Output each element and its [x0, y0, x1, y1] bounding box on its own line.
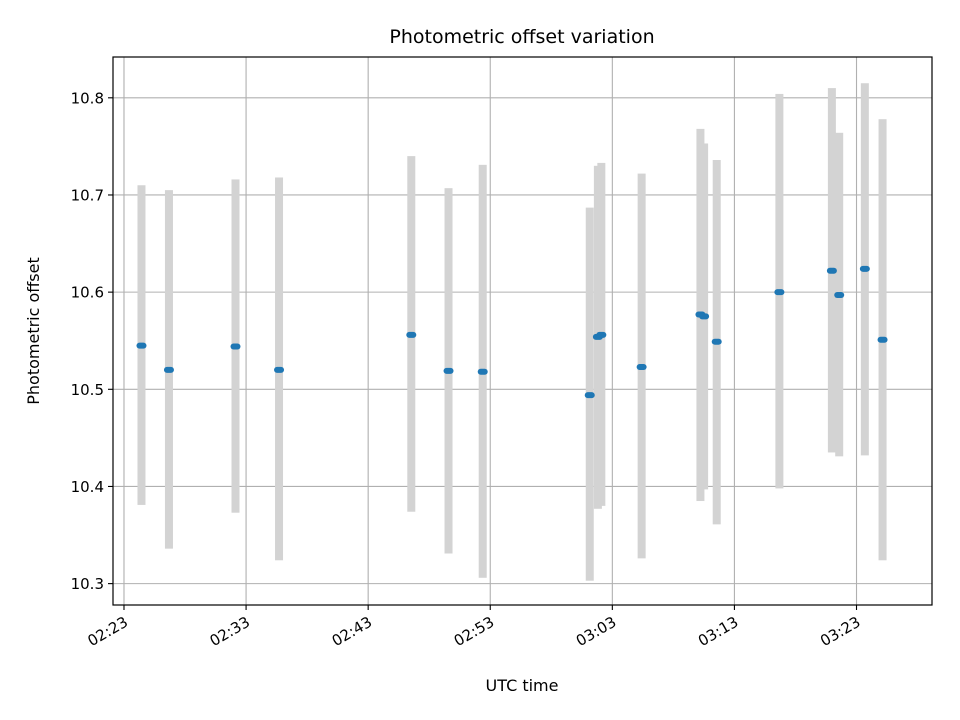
grid: [113, 57, 932, 605]
chart-title: Photometric offset variation: [389, 26, 654, 48]
y-axis-ticks: 10.3 10.4 10.5 10.6 10.7 10.8: [71, 89, 113, 593]
data-point: [136, 342, 147, 349]
data-point: [230, 343, 241, 350]
data-point: [711, 338, 722, 345]
y-tick-label: 10.6: [71, 284, 104, 302]
data-point: [774, 289, 785, 296]
y-tick-label: 10.3: [71, 575, 104, 593]
y-axis-label: Photometric offset: [24, 257, 43, 405]
y-tick-label: 10.5: [71, 381, 104, 399]
x-axis-label: UTC time: [486, 676, 559, 695]
data-point: [636, 363, 647, 370]
data-point: [443, 367, 454, 374]
data-point: [826, 267, 837, 274]
y-tick-label: 10.8: [71, 89, 104, 107]
y-tick-label: 10.4: [71, 478, 104, 496]
data-point: [834, 292, 845, 299]
plot-frame: [112, 56, 933, 606]
data-point: [584, 392, 595, 399]
data-point: [877, 336, 888, 343]
data-point: [163, 366, 174, 373]
data-point: [274, 366, 285, 373]
data-point: [477, 368, 488, 375]
data-point: [406, 331, 417, 338]
data-point: [859, 265, 870, 272]
data-point: [699, 313, 710, 320]
data-point: [596, 331, 607, 338]
data-points: [136, 265, 888, 399]
y-tick-label: 10.7: [71, 186, 104, 204]
